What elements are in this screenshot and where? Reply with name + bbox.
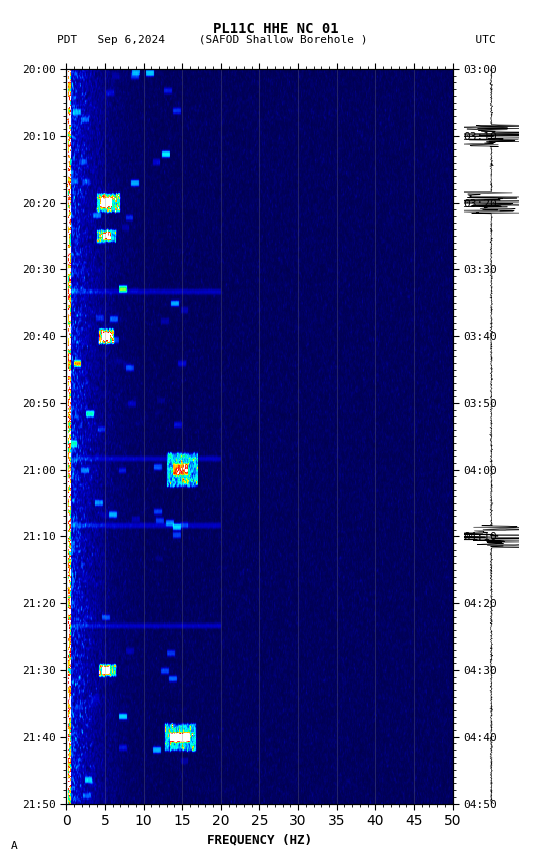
X-axis label: FREQUENCY (HZ): FREQUENCY (HZ) [207,834,312,847]
Text: PDT   Sep 6,2024     (SAFOD Shallow Borehole )                UTC: PDT Sep 6,2024 (SAFOD Shallow Borehole )… [57,35,495,45]
Text: A: A [11,841,18,851]
Text: PL11C HHE NC 01: PL11C HHE NC 01 [213,22,339,35]
